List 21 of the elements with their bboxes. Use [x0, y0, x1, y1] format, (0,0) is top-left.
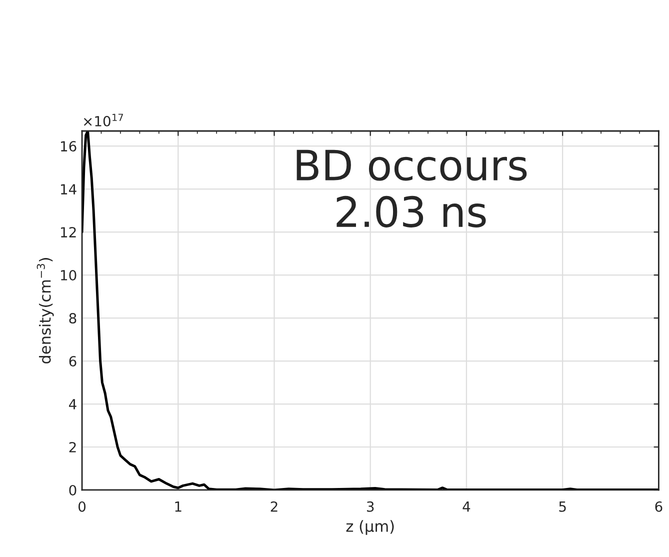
annotation: BD occours 2.03 ns [296, 150, 527, 228]
x-tick-label: 0 [78, 501, 86, 512]
x-tick-label: 1 [175, 502, 182, 512]
x-tick-label: 6 [655, 501, 662, 512]
line-series [82, 131, 659, 490]
y-tick-label: 14 [61, 184, 76, 194]
x-tick-label: 4 [462, 502, 470, 512]
y-tick-label: 10 [61, 270, 76, 281]
y-tick-label: 8 [69, 312, 76, 324]
y-tick-label: 2 [69, 442, 76, 452]
x-tick-label: 5 [559, 502, 566, 512]
y-tick-label: 6 [69, 356, 76, 366]
y-tick-label: 12 [61, 227, 76, 238]
y-tick-label: 4 [69, 399, 76, 410]
y-axis-title: density(cm$^{−3}$) [36, 258, 54, 364]
x-axis-title: z (μm) [346, 520, 394, 535]
y-tick-label: 16 [61, 141, 76, 152]
text: ×10$^{17}$ [84, 114, 124, 126]
y-tick-label: 0 [69, 484, 76, 496]
x-tick-label: 3 [367, 501, 374, 512]
x-tick-label: 2 [270, 501, 278, 512]
